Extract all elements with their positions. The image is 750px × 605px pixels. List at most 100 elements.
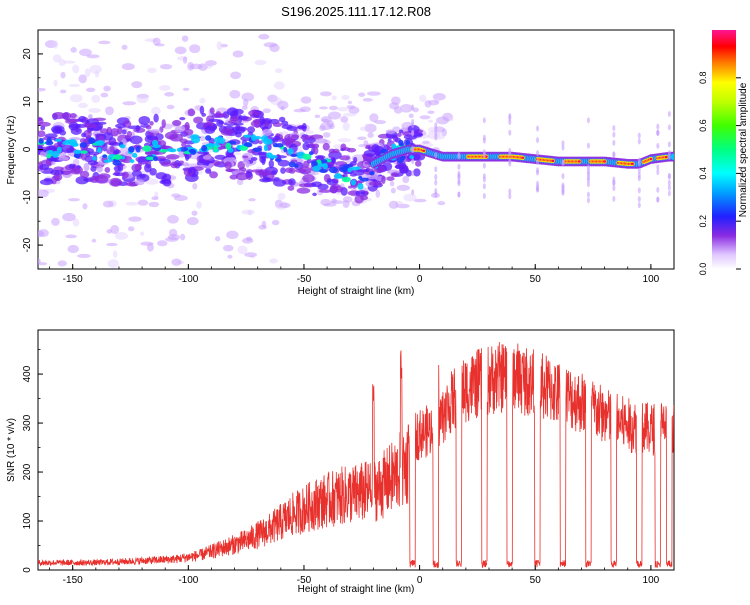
spectrogram-cell: [428, 119, 434, 123]
spectrogram-cell: [149, 168, 157, 176]
spectrogram-cell: [167, 148, 174, 152]
spectrogram-cell: [303, 130, 315, 134]
spectrogram-cell: [202, 155, 212, 160]
spectrogram-cell: [38, 258, 41, 265]
spectrogram-cell: [413, 198, 427, 203]
spectrogram-cell: [60, 71, 66, 79]
spectrogram-cell: [358, 92, 366, 97]
spectrogram-cell: [561, 144, 565, 151]
spectrogram-cell: [303, 160, 310, 168]
spectrogram-cell: [508, 188, 512, 195]
spectrogram-cell: [53, 79, 58, 87]
spectrogram-cell: [268, 159, 275, 169]
spectrogram-cell: [238, 115, 249, 121]
spectrogram-cell: [366, 91, 381, 96]
spectrogram-cell: [121, 129, 127, 135]
spectrogram-cell: [126, 130, 132, 138]
spectrogram-cell: [411, 189, 415, 196]
spectrogram-cell: [216, 41, 223, 51]
spectrogram-cell: [374, 119, 387, 125]
spectrogram-cell: [328, 105, 338, 111]
spectrogram-cell: [147, 67, 157, 73]
spectrogram-cell: [248, 198, 256, 202]
spectrogram-cell: [434, 187, 438, 194]
spectrogram-cell: [80, 152, 87, 161]
spectrogram-cell: [398, 142, 405, 147]
spectrogram-cell: [411, 170, 415, 177]
spectrogram-cell: [412, 107, 419, 113]
spectrogram-cell: [232, 50, 244, 58]
snr-y-label: SNR (10 * v/v): [6, 418, 17, 482]
spectrogram-cell: [342, 196, 353, 203]
spectrogram-cell: [87, 160, 98, 166]
spectrogram-cell: [45, 140, 54, 146]
spectrogram-cell: [287, 148, 294, 155]
spectrogram-cell: [138, 115, 151, 125]
spectrogram-cell: [389, 180, 395, 187]
spectrogram-cell: [127, 226, 135, 232]
spectrogram-cell: [199, 97, 206, 104]
spectrogram-cell: [245, 236, 253, 242]
spectrogram-cell: [411, 146, 415, 153]
spectrogram-y-tick-label: 20: [22, 48, 33, 60]
snr-series-line: [38, 341, 674, 569]
spectrogram-cell: [586, 191, 590, 198]
spectrogram-cell: [52, 54, 62, 63]
spectrogram-cell: [225, 168, 235, 172]
spectrogram-cell: [667, 141, 671, 148]
spectrogram-cell: [56, 146, 62, 153]
spectrogram-cell: [298, 183, 312, 188]
spectrogram-cell: [354, 194, 364, 204]
spectrogram-cell: [561, 140, 565, 147]
spectrogram-cell: [220, 128, 234, 136]
spectrogram-cell: [482, 149, 486, 156]
spectrogram-cell: [121, 171, 129, 179]
spectrogram-cell: [119, 144, 126, 149]
spectrogram-cell: [176, 147, 182, 152]
spectrogram-cell: [586, 181, 590, 188]
spectrogram-cell: [360, 177, 369, 182]
spectrogram-cell: [250, 157, 258, 161]
snr-y-tick-label: 200: [22, 463, 33, 480]
spectrogram-cell: [313, 147, 319, 155]
spectrogram-cell: [145, 156, 156, 161]
spectrogram-cell: [198, 63, 208, 71]
spectrogram-cell: [136, 94, 149, 104]
spectrogram-cell: [637, 187, 641, 194]
spectrogram-cell: [188, 168, 193, 173]
spectrogram-cell: [86, 54, 100, 59]
spectrogram-cell: [357, 183, 364, 190]
spectrogram-cell: [89, 64, 102, 74]
spectrogram-cell: [40, 125, 46, 131]
spectrogram-cell: [356, 136, 367, 140]
spectrogram-cell: [258, 224, 267, 230]
spectrogram-cell: [341, 176, 351, 183]
spectrogram-cell: [667, 184, 671, 191]
spectrogram-cell: [182, 87, 190, 91]
spectrogram-cell: [411, 104, 415, 111]
snr-x-tick-label: 0: [417, 575, 423, 586]
spectrogram-cell: [225, 142, 232, 150]
spectrogram-cell: [104, 167, 111, 173]
spectrogram-cell: [670, 153, 674, 160]
spectrogram-cell: [296, 187, 311, 194]
spectrogram-cell: [38, 137, 44, 144]
spectrogram-cell: [337, 106, 349, 112]
spectrogram-cell: [656, 169, 660, 176]
spectrogram-cell: [272, 122, 282, 127]
spectrogram-y-ticks: -20 -10 0 10 20: [22, 29, 43, 270]
spectrogram-cell: [612, 125, 616, 132]
spectrogram-cell: [299, 106, 311, 113]
spectrogram-cell: [46, 150, 53, 155]
spectrogram-cell: [407, 124, 420, 134]
spectrogram-cell: [350, 179, 357, 186]
spectrogram-cell: [121, 63, 135, 71]
spectrogram-cell: [135, 179, 145, 186]
spectrogram-cell: [667, 111, 671, 118]
spectrogram-cell: [561, 173, 565, 180]
spectrogram-cell: [288, 178, 296, 186]
spectrogram-cell: [667, 179, 671, 186]
spectrogram-cell: [128, 216, 142, 222]
spectrogram-cell: [213, 145, 218, 152]
snr-panel: -150 -100 -50 0 50 100 0 100 200 300 400 Height o…: [6, 329, 675, 595]
